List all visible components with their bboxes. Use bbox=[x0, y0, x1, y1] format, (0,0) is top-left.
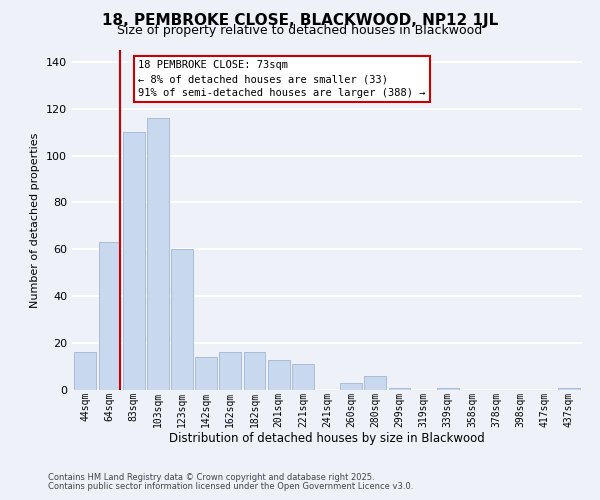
Bar bbox=[340, 383, 362, 390]
Text: Size of property relative to detached houses in Blackwood: Size of property relative to detached ho… bbox=[118, 24, 482, 37]
Bar bbox=[437, 388, 459, 390]
Bar bbox=[98, 242, 121, 390]
Bar bbox=[195, 357, 217, 390]
Text: 18 PEMBROKE CLOSE: 73sqm
← 8% of detached houses are smaller (33)
91% of semi-de: 18 PEMBROKE CLOSE: 73sqm ← 8% of detache… bbox=[139, 60, 426, 98]
Text: Contains public sector information licensed under the Open Government Licence v3: Contains public sector information licen… bbox=[48, 482, 413, 491]
Bar bbox=[244, 352, 265, 390]
X-axis label: Distribution of detached houses by size in Blackwood: Distribution of detached houses by size … bbox=[169, 432, 485, 445]
Bar bbox=[389, 388, 410, 390]
Bar bbox=[74, 352, 96, 390]
Bar bbox=[558, 388, 580, 390]
Bar bbox=[123, 132, 145, 390]
Bar bbox=[171, 250, 193, 390]
Bar bbox=[147, 118, 169, 390]
Bar bbox=[268, 360, 290, 390]
Text: 18, PEMBROKE CLOSE, BLACKWOOD, NP12 1JL: 18, PEMBROKE CLOSE, BLACKWOOD, NP12 1JL bbox=[102, 12, 498, 28]
Bar bbox=[292, 364, 314, 390]
Y-axis label: Number of detached properties: Number of detached properties bbox=[31, 132, 40, 308]
Bar bbox=[220, 352, 241, 390]
Bar bbox=[364, 376, 386, 390]
Text: Contains HM Land Registry data © Crown copyright and database right 2025.: Contains HM Land Registry data © Crown c… bbox=[48, 474, 374, 482]
